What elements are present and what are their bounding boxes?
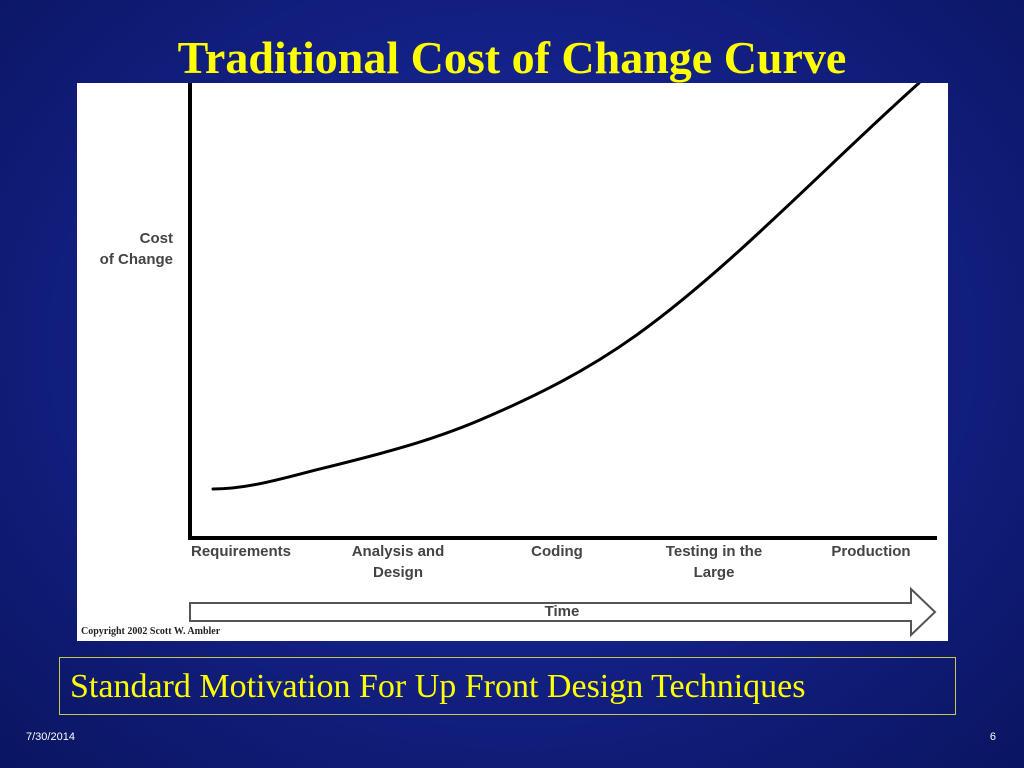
x-tick-label-testing-in-the-large: Testing in the Large [665, 543, 763, 581]
chart-canvas [188, 83, 937, 638]
slide-title: Traditional Cost of Change Curve [177, 32, 847, 83]
x-tick-label-coding: Coding [531, 543, 583, 560]
copyright-notice: Copyright 2002 Scott W. Ambler [81, 626, 221, 637]
cost-of-change-chart: Cost of Change Requirements Analysis and… [77, 83, 948, 641]
caption-box: Standard Motivation For Up Front Design … [59, 657, 956, 715]
footer-date: 7/30/2014 [26, 731, 75, 743]
x-tick-label-analysis-and-design: Analysis and Design [351, 543, 445, 581]
x-tick-label-production: Production [831, 543, 911, 560]
time-arrow [189, 586, 937, 638]
slide-caption: Standard Motivation For Up Front Design … [70, 668, 806, 705]
cost-curve-line [211, 83, 921, 491]
y-axis-label: Cost of Change [99, 230, 173, 268]
x-axis-label: Time [544, 603, 580, 620]
footer-page-number: 6 [989, 731, 996, 743]
x-tick-label-requirements: Requirements [190, 543, 292, 560]
